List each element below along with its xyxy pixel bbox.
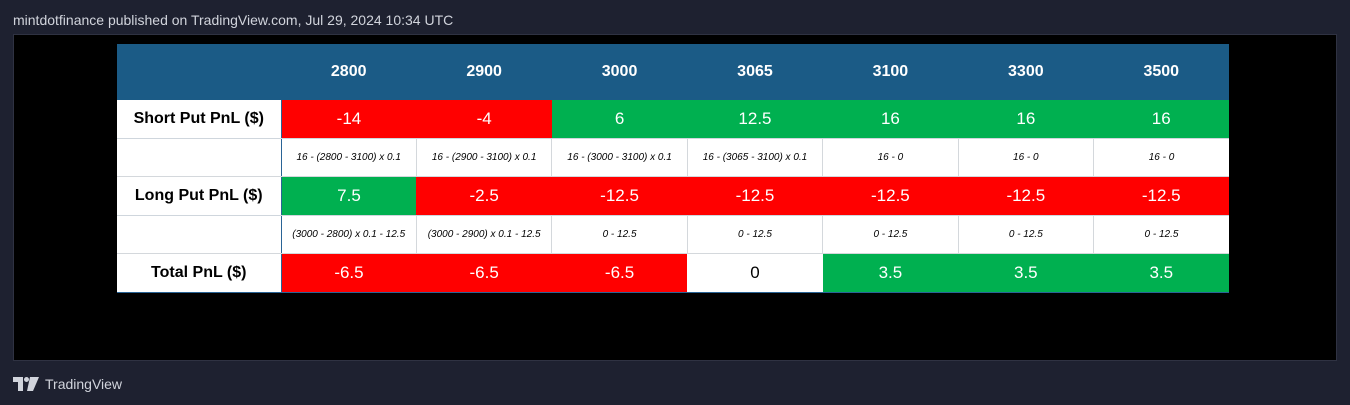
strike-header-row: 2800 2900 3000 3065 3100 3300 3500 <box>117 44 1229 100</box>
pnl-cell: 12.5 <box>687 100 823 139</box>
formula-cell: 0 - 12.5 <box>551 215 688 254</box>
pnl-cell: 16 <box>1093 100 1229 139</box>
pnl-cell: -14 <box>281 100 417 139</box>
strike-header: 3300 <box>958 44 1094 100</box>
chart-image-frame: 2800 2900 3000 3065 3100 3300 3500 Short… <box>13 34 1337 361</box>
header-corner <box>117 44 281 100</box>
pnl-cell: -2.5 <box>416 176 552 216</box>
strike-header: 3100 <box>822 44 959 100</box>
strike-header: 3500 <box>1093 44 1229 100</box>
pnl-cell: 7.5 <box>281 176 417 216</box>
pnl-cell: -4 <box>416 100 552 139</box>
formula-cell: 16 - 0 <box>822 138 959 177</box>
formula-cell: 16 - (2800 - 3100) x 0.1 <box>280 138 417 177</box>
empty-label-cell <box>117 215 282 254</box>
pnl-cell: -12.5 <box>1093 176 1229 216</box>
row-label: Total PnL ($) <box>117 253 282 293</box>
pnl-cell: -6.5 <box>281 253 417 293</box>
formula-cell: 0 - 12.5 <box>822 215 959 254</box>
long-put-formula-row: (3000 - 2800) x 0.1 - 12.5 (3000 - 2900)… <box>117 215 1229 254</box>
short-put-formula-row: 16 - (2800 - 3100) x 0.1 16 - (2900 - 31… <box>117 138 1229 177</box>
pnl-cell: -12.5 <box>687 176 823 216</box>
formula-cell: 16 - 0 <box>957 138 1094 177</box>
strike-header: 2900 <box>416 44 552 100</box>
pnl-cell: 16 <box>958 100 1094 139</box>
pnl-cell: 16 <box>822 100 959 139</box>
tradingview-brand: TradingView <box>45 376 123 392</box>
pnl-cell: -12.5 <box>551 176 688 216</box>
pnl-cell: 6 <box>551 100 688 139</box>
pnl-cell: 3.5 <box>958 253 1094 293</box>
long-put-row: Long Put PnL ($) 7.5 -2.5 -12.5 -12.5 -1… <box>117 176 1229 216</box>
row-label: Long Put PnL ($) <box>117 176 282 216</box>
pnl-cell: -12.5 <box>822 176 959 216</box>
pnl-cell: 3.5 <box>822 253 959 293</box>
formula-cell: 0 - 12.5 <box>686 215 823 254</box>
formula-cell: (3000 - 2800) x 0.1 - 12.5 <box>280 215 417 254</box>
pnl-cell: -12.5 <box>958 176 1094 216</box>
formula-cell: 0 - 12.5 <box>957 215 1094 254</box>
pnl-cell: 0 <box>687 253 823 293</box>
formula-cell: (3000 - 2900) x 0.1 - 12.5 <box>415 215 552 254</box>
formula-cell: 16 - 0 <box>1093 138 1229 177</box>
empty-label-cell <box>117 138 282 177</box>
publish-info: mintdotfinance published on TradingView.… <box>13 12 454 28</box>
strike-header: 2800 <box>281 44 417 100</box>
tradingview-footer[interactable]: TradingView <box>13 375 122 393</box>
short-put-row: Short Put PnL ($) -14 -4 6 12.5 16 16 16 <box>117 100 1229 139</box>
formula-cell: 16 - (3000 - 3100) x 0.1 <box>551 138 688 177</box>
pnl-cell: -6.5 <box>551 253 688 293</box>
tradingview-logo-icon <box>13 377 39 391</box>
strike-header: 3000 <box>551 44 688 100</box>
formula-cell: 0 - 12.5 <box>1093 215 1229 254</box>
row-label: Short Put PnL ($) <box>117 100 282 139</box>
pnl-table: 2800 2900 3000 3065 3100 3300 3500 Short… <box>117 44 1229 293</box>
pnl-cell: -6.5 <box>416 253 552 293</box>
formula-cell: 16 - (3065 - 3100) x 0.1 <box>686 138 823 177</box>
pnl-cell: 3.5 <box>1093 253 1229 293</box>
strike-header: 3065 <box>687 44 823 100</box>
formula-cell: 16 - (2900 - 3100) x 0.1 <box>415 138 552 177</box>
total-pnl-row: Total PnL ($) -6.5 -6.5 -6.5 0 3.5 3.5 3… <box>117 253 1229 293</box>
